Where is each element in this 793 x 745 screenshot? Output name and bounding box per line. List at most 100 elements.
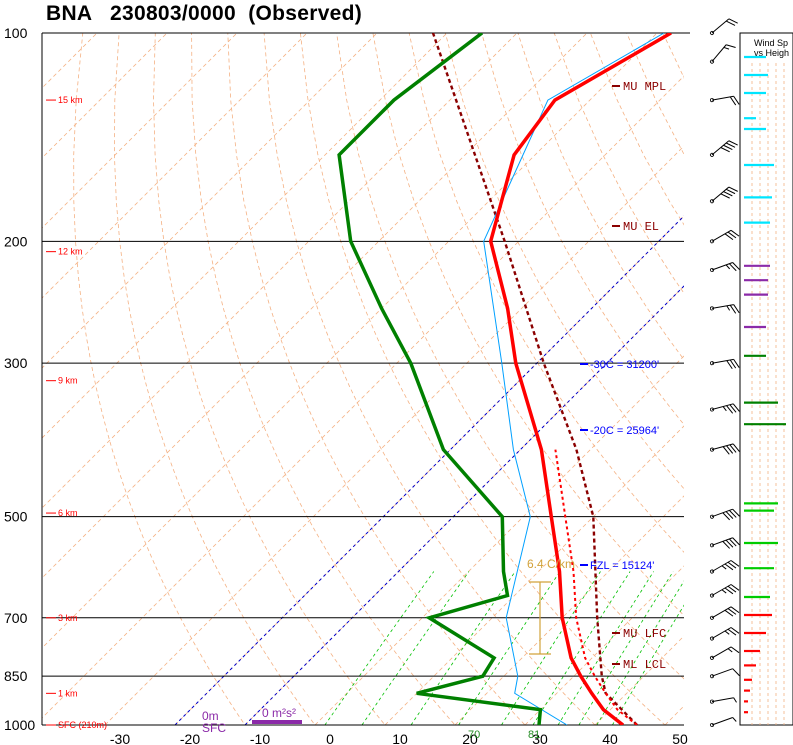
dewpoint-trace — [337, 33, 543, 725]
barb-staff — [711, 606, 732, 619]
highlight-isotherm — [244, 285, 684, 725]
barb-full — [732, 508, 740, 517]
barb-staff — [711, 18, 730, 34]
barb-full — [725, 142, 736, 148]
wind-barb — [709, 668, 740, 679]
barb-full — [722, 541, 731, 549]
barb-staff — [711, 697, 734, 703]
barb-full — [729, 304, 737, 314]
height-label: 1 km — [58, 688, 78, 698]
barb-half — [732, 717, 737, 722]
barb-half — [721, 589, 727, 594]
wind-barbs — [709, 18, 740, 728]
barb-half — [724, 630, 730, 635]
mixing-ratio-line — [612, 604, 684, 725]
mixing-ratio-line — [596, 580, 684, 725]
dry-adiabat — [336, 33, 684, 680]
barb-staff — [711, 186, 730, 202]
wind-barb — [709, 304, 740, 314]
barb-full — [720, 147, 730, 153]
dry-adiabat — [772, 33, 793, 740]
isobar-lines — [41, 32, 690, 726]
barb-staff — [711, 44, 727, 62]
barb-full — [726, 360, 733, 370]
barb-staff — [711, 140, 730, 156]
isotherm-line — [42, 75, 684, 719]
barb-full — [722, 512, 731, 521]
barb-full — [732, 668, 740, 677]
parcel-trace — [431, 33, 638, 725]
isotherm-line — [594, 635, 684, 725]
isotherm-line — [42, 33, 518, 509]
wind-barb — [709, 717, 737, 728]
barb-staff — [711, 403, 734, 410]
wetbulb-trace — [483, 33, 665, 725]
barb-full — [733, 304, 740, 314]
mixing-ratio-81: 81 — [528, 729, 540, 741]
profile-title: vs Heigh — [754, 48, 789, 58]
barb-full — [730, 627, 740, 634]
barb-full — [727, 585, 737, 593]
mixing-ratio-line — [578, 571, 674, 725]
plot-background — [42, 33, 793, 740]
temperature-tick-label: -10 — [250, 731, 270, 745]
barb-full — [729, 96, 737, 106]
temperature-tick-label: -30 — [110, 731, 130, 745]
profile-title: Wind Sp — [754, 38, 788, 48]
mixing-ratio-line — [501, 571, 601, 725]
barb-full — [730, 229, 740, 237]
mixing-ratio-line — [532, 571, 631, 725]
barb-half — [733, 697, 737, 703]
isotherm-line — [454, 495, 684, 725]
barb-staff — [711, 443, 734, 451]
barb-full — [722, 446, 730, 455]
barb-staff — [711, 537, 733, 546]
wind-barb — [709, 403, 740, 414]
barb-full — [733, 96, 740, 105]
barb-staff — [711, 560, 732, 572]
pressure-label: 100 — [4, 25, 28, 41]
temperature-tick-label: 10 — [392, 731, 408, 745]
barb-full — [730, 606, 740, 613]
virtual-temperature-trace — [554, 449, 638, 725]
wind-barb — [709, 229, 740, 244]
dry-adiabat — [481, 33, 684, 426]
parcel-annotations: MU MPL MU EL MU LFC ML LCL -30C = 31200' -20C… — [202, 80, 666, 741]
lapse-rate-label: 6.4 C/km — [527, 557, 575, 571]
barb-full — [725, 20, 736, 26]
barb-full — [730, 584, 740, 591]
temperature-tick-label: 20 — [462, 731, 478, 745]
barb-staff — [711, 304, 734, 309]
barb-half — [725, 264, 731, 270]
barb-staff — [711, 358, 734, 364]
wind-barb — [709, 262, 740, 273]
barb-full — [725, 511, 734, 520]
pressure-label: 850 — [4, 668, 28, 684]
barb-staff — [711, 262, 733, 271]
mixing-ratio-line — [458, 571, 561, 725]
barb-staff — [711, 646, 732, 659]
isotherm-line — [314, 355, 684, 725]
mu_mpl-label: MU MPL — [623, 80, 666, 94]
barb-staff — [711, 668, 733, 677]
highlight-isotherm — [174, 215, 684, 725]
barb-full — [720, 193, 730, 199]
pressure-label: 200 — [4, 233, 28, 249]
pressure-label: 300 — [4, 355, 28, 371]
dry-adiabat — [408, 33, 684, 553]
barb-full — [723, 191, 733, 197]
wind-barb — [709, 537, 740, 549]
barb-full — [723, 144, 733, 151]
fzl-label: FZL = 15124' — [590, 560, 654, 572]
height-label: 9 km — [58, 376, 78, 386]
isotherm-line — [42, 33, 658, 649]
temperature-tick-label: 30 — [532, 731, 548, 745]
mu_lfc-label: MU LFC — [623, 627, 666, 641]
barb-full — [733, 359, 740, 368]
pressure-label: 700 — [4, 610, 28, 626]
height-label: SFC (210m) — [58, 720, 107, 730]
dry-adiabat — [73, 33, 246, 725]
height-label: 12 km — [58, 247, 83, 257]
